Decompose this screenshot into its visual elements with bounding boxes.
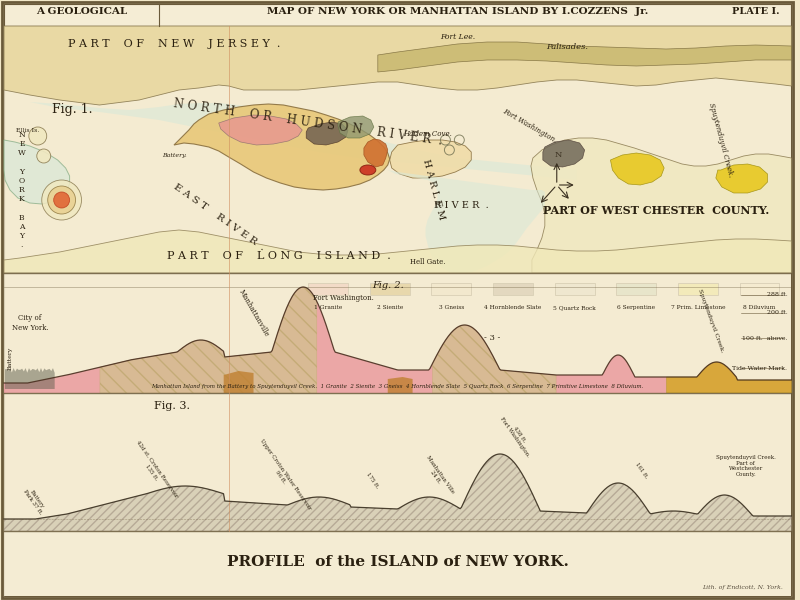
Text: 438 ft.
Fort Washington.: 438 ft. Fort Washington. [499,413,535,459]
Text: 6 Serpentine: 6 Serpentine [618,305,655,310]
Polygon shape [388,377,413,393]
Circle shape [29,127,46,145]
Polygon shape [4,26,791,105]
Polygon shape [4,230,791,273]
Text: P A R T    O F    L O N G    I S L A N D  .: P A R T O F L O N G I S L A N D . [166,251,390,261]
Polygon shape [716,164,767,193]
Text: City of
New York.: City of New York. [11,314,48,332]
Text: MAP OF NEW YORK OR MANHATTAN ISLAND BY I.COZZENS  Jr.: MAP OF NEW YORK OR MANHATTAN ISLAND BY I… [266,7,648,16]
Text: R I V E R  .: R I V E R . [434,200,489,209]
Polygon shape [378,42,791,72]
Text: Harlem Cove.: Harlem Cove. [403,130,452,138]
Text: PLATE I.: PLATE I. [732,7,779,16]
FancyBboxPatch shape [617,283,656,295]
Polygon shape [100,287,317,393]
Text: 7 Prim. Limestone: 7 Prim. Limestone [670,305,725,310]
Circle shape [42,180,82,220]
FancyBboxPatch shape [554,283,594,295]
FancyBboxPatch shape [4,4,791,26]
Text: 100 ft.  above.: 100 ft. above. [742,335,787,340]
Text: Manhattanville: Manhattanville [237,288,270,338]
Polygon shape [4,454,791,531]
Text: Hell Gate.: Hell Gate. [410,258,446,266]
Polygon shape [4,287,791,393]
Text: Upper Croton Water Reservoir
96 ft.: Upper Croton Water Reservoir 96 ft. [254,438,312,514]
Text: Fort Lee.: Fort Lee. [440,33,475,41]
Text: 5 Quartz Rock: 5 Quartz Rock [554,305,596,310]
Polygon shape [4,140,70,204]
Polygon shape [306,122,348,145]
Text: Fig. 2.: Fig. 2. [372,281,404,290]
Text: Spuytenduyvil Creek.
Part of
Westchester
County.: Spuytenduyvil Creek. Part of Westchester… [716,455,776,477]
Text: E A S T    R I V E R  .: E A S T R I V E R . [171,182,266,252]
Text: Palisades.: Palisades. [546,43,588,51]
Polygon shape [610,153,664,185]
Text: 200 ft.: 200 ft. [766,311,787,316]
Text: 161 ft.: 161 ft. [634,462,649,480]
Text: Fort Washington.: Fort Washington. [501,107,558,145]
Polygon shape [388,170,545,273]
Text: 175 ft.: 175 ft. [366,472,380,490]
FancyBboxPatch shape [4,273,791,393]
Text: 2 Sienite: 2 Sienite [377,305,403,310]
Text: PART OF WEST CHESTER  COUNTY.: PART OF WEST CHESTER COUNTY. [543,205,770,215]
Text: Fig. 1.: Fig. 1. [52,103,92,116]
Text: 288 ft.: 288 ft. [766,292,787,298]
Text: N
E
W
 
Y
O
R
K
 
B
A
Y
.: N E W Y O R K B A Y . [18,131,26,249]
Polygon shape [364,139,388,167]
Circle shape [48,186,75,214]
Text: Spuytenduyvil Creek.: Spuytenduyvil Creek. [707,102,734,178]
Text: 1 Granite: 1 Granite [314,305,342,310]
Text: 8 Diluvium: 8 Diluvium [743,305,776,310]
FancyBboxPatch shape [308,283,348,295]
Text: N O R T H    O R    H U D S O N    R I V E R  .: N O R T H O R H U D S O N R I V E R . [173,97,443,148]
Polygon shape [224,371,254,393]
Text: - 3 -: - 3 - [484,334,500,342]
Polygon shape [390,140,471,178]
Text: Battery
Park 37 ft.: Battery Park 37 ft. [22,486,48,516]
Text: P A R T    O F    N E W    J E R S E Y  .: P A R T O F N E W J E R S E Y . [68,39,280,49]
Text: 4 Hornblende Slate: 4 Hornblende Slate [484,305,542,310]
Text: Lith. of Endicott, N. York.: Lith. of Endicott, N. York. [702,586,783,590]
Circle shape [54,192,70,208]
Polygon shape [218,115,302,145]
Text: Tide Water Mark.: Tide Water Mark. [733,365,787,371]
Polygon shape [531,138,791,273]
Text: Battery: Battery [8,346,13,370]
Polygon shape [666,362,791,393]
Text: 3 Gneiss: 3 Gneiss [438,305,464,310]
FancyBboxPatch shape [4,531,791,596]
Text: Fort Washington.: Fort Washington. [313,294,374,302]
Ellipse shape [360,165,376,175]
FancyBboxPatch shape [4,26,791,273]
Text: Battery.: Battery. [162,152,186,157]
FancyBboxPatch shape [493,283,533,295]
Text: N: N [555,151,562,159]
FancyBboxPatch shape [678,283,718,295]
Text: 42d st. Croton Reservoir
135 ft.: 42d st. Croton Reservoir 135 ft. [130,440,178,502]
Text: Spuytenduyvil Creek.: Spuytenduyvil Creek. [697,288,725,353]
Text: Ellis Is.: Ellis Is. [16,127,39,133]
Polygon shape [433,325,556,393]
Polygon shape [543,140,585,167]
Text: H A R L E M: H A R L E M [421,158,446,221]
Text: PROFILE  of the ISLAND of NEW YORK.: PROFILE of the ISLAND of NEW YORK. [226,554,569,569]
Text: Manhattan Ville
24 ft.: Manhattan Ville 24 ft. [420,454,454,497]
Text: Manhattan Island from the Battery to Spuytenduyvil Creek.  1 Granite  2 Sienite : Manhattan Island from the Battery to Spu… [151,384,644,389]
FancyBboxPatch shape [370,283,410,295]
FancyBboxPatch shape [740,283,779,295]
FancyBboxPatch shape [4,393,791,531]
Text: A GEOLOGICAL: A GEOLOGICAL [36,7,127,16]
Circle shape [37,149,50,163]
Polygon shape [338,116,374,138]
Polygon shape [174,104,390,190]
Polygon shape [4,100,577,180]
Text: Fig. 3.: Fig. 3. [154,401,190,411]
FancyBboxPatch shape [431,283,471,295]
